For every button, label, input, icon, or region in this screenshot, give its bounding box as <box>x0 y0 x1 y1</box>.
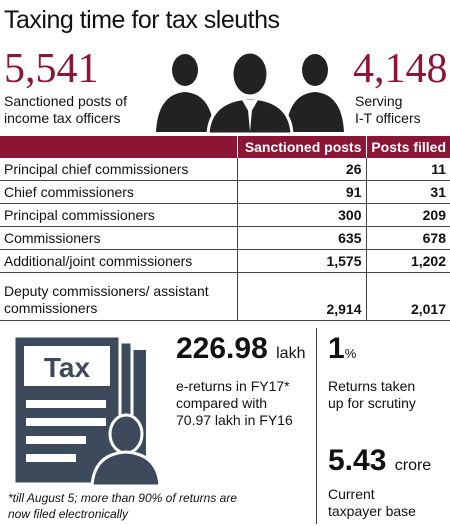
row-sanctioned: 26 <box>236 158 366 181</box>
ereturns-value: 226.98 <box>176 332 268 365</box>
sanctioned-posts-label: Sanctioned posts of income tax officers <box>4 93 127 126</box>
row-label: Commissioners <box>0 226 237 250</box>
row-sanctioned: 300 <box>236 203 366 227</box>
row-sanctioned: 635 <box>236 226 366 250</box>
ereturns-stat: 226.98 lakh <box>176 332 305 366</box>
row-label: Principal chief commissioners <box>0 158 237 181</box>
table-row: Additional/joint commissioners 1,575 1,2… <box>0 249 450 273</box>
footnote: *till August 5; more than 90% of returns… <box>8 491 238 521</box>
row-sanctioned: 91 <box>236 180 366 204</box>
table-row: Principal chief commissioners 26 11 <box>0 158 450 181</box>
tax-document-icon: Tax <box>12 334 162 488</box>
section-divider <box>316 328 317 524</box>
row-filled: 1,202 <box>365 249 450 273</box>
scrutiny-value: 1 <box>328 332 345 365</box>
serving-officers-value: 4,148 <box>353 46 448 92</box>
row-filled: 2,017 <box>365 272 450 321</box>
table-header-category <box>0 136 237 158</box>
row-label: Principal commissioners <box>0 203 237 227</box>
scrutiny-unit: % <box>344 346 357 361</box>
row-label: Chief commissioners <box>0 180 237 204</box>
row-sanctioned: 2,914 <box>236 272 366 321</box>
page-title: Taxing time for tax sleuths <box>4 6 280 34</box>
table-header-filled: Posts filled <box>365 136 450 158</box>
ereturns-description: e-returns in FY17* compared with 70.97 l… <box>176 378 293 428</box>
table-header-row: Sanctioned posts Posts filled <box>0 136 450 158</box>
table-row: Chief commissioners 91 31 <box>0 180 450 204</box>
row-filled: 209 <box>365 203 450 227</box>
row-filled: 678 <box>365 226 450 250</box>
taxpayer-value: 5.43 <box>328 444 387 477</box>
scrutiny-description: Returns taken up for scrutiny <box>328 378 416 411</box>
taxpayer-description: Current taxpayer base <box>328 486 416 519</box>
ereturns-unit: lakh <box>276 345 306 362</box>
scrutiny-stat: 1% <box>328 332 356 366</box>
table-row: Principal commissioners 300 209 <box>0 203 450 227</box>
row-filled: 31 <box>365 180 450 204</box>
row-sanctioned: 1,575 <box>236 249 366 273</box>
officer-posts-table: Sanctioned posts Posts filled Principal … <box>0 136 450 321</box>
row-label: Additional/joint commissioners <box>0 249 237 273</box>
tax-label: Tax <box>44 352 91 383</box>
taxpayer-stat: 5.43 crore <box>328 444 431 478</box>
table-row: Deputy commissioners/ assistant commissi… <box>0 272 450 321</box>
row-label: Deputy commissioners/ assistant commissi… <box>0 272 237 321</box>
table-row: Commissioners 635 678 <box>0 226 450 250</box>
sanctioned-posts-value: 5,541 <box>4 46 99 92</box>
taxpayer-unit: crore <box>394 457 432 474</box>
three-officers-icon <box>156 50 344 134</box>
serving-officers-label: Serving I-T officers <box>355 93 421 126</box>
table-header-sanctioned: Sanctioned posts <box>236 136 366 158</box>
row-filled: 11 <box>365 158 450 181</box>
